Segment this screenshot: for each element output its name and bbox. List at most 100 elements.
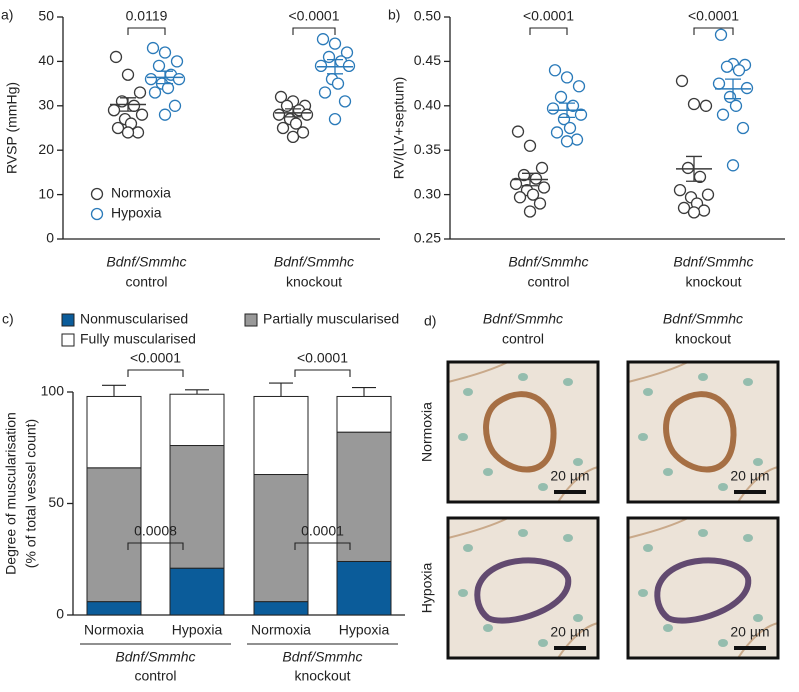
data-point (673, 184, 687, 197)
nucleus (638, 589, 648, 597)
error-bar (686, 155, 702, 182)
column-label: knockout (675, 331, 731, 347)
nucleus (743, 534, 753, 542)
data-point (300, 108, 314, 121)
data-point (675, 74, 689, 88)
y-tick-label: 0 (56, 606, 64, 622)
data-point (699, 99, 713, 112)
data-point (158, 46, 172, 59)
micrograph: 20 µm (446, 360, 600, 504)
data-point (560, 135, 574, 148)
panel-label: c) (2, 311, 14, 327)
error-bar (269, 382, 293, 397)
nucleus (563, 534, 573, 542)
data-point (526, 188, 540, 201)
legend-label: Partially muscularised (263, 311, 399, 327)
data-point (720, 60, 734, 73)
scale-bar (554, 490, 586, 494)
nucleus (458, 433, 468, 441)
scale-bar-label: 20 µm (550, 624, 589, 640)
micrograph-frame (626, 360, 780, 504)
nucleus (458, 589, 468, 597)
data-point (168, 99, 182, 112)
data-point (322, 50, 336, 64)
data-point (318, 86, 332, 99)
y-tick-label: 40 (38, 52, 54, 68)
data-point (509, 177, 523, 191)
micrograph-frame (626, 516, 780, 660)
data-point (732, 64, 746, 77)
data-point (570, 133, 584, 146)
data-point (342, 59, 356, 72)
y-tick-label: 0.40 (414, 97, 441, 113)
panel-label: a) (1, 7, 13, 23)
data-point (280, 99, 294, 112)
nucleus (718, 639, 728, 647)
micrograph: 20 µm (626, 516, 780, 660)
bar-segment (253, 395, 309, 476)
bar-segment (86, 467, 142, 603)
nucleus (663, 468, 673, 476)
y-tick-label: 50 (48, 494, 64, 510)
bar-segment (169, 393, 225, 447)
data-point (338, 95, 352, 108)
nucleus (463, 544, 473, 552)
nucleus (743, 378, 753, 386)
error-bar (157, 70, 173, 85)
y-tick-label: 0.45 (414, 52, 441, 68)
micrograph-frame (446, 516, 600, 660)
x-group-prefix: Bdnf/Smmhc (274, 254, 354, 270)
data-point (276, 121, 290, 135)
scale-bar (734, 490, 766, 494)
x-group-prefix: Bdnf/Smmhc (282, 649, 362, 665)
legend-label: Fully muscularised (80, 331, 196, 347)
significance-bracket (294, 542, 351, 550)
legend-swatch (61, 333, 75, 347)
data-point (135, 108, 149, 121)
nucleus (753, 614, 763, 622)
panel-label: b) (388, 7, 400, 23)
y-axis-label: Degree of muscularisation (3, 412, 19, 575)
x-tick-label: Hypoxia (172, 622, 223, 638)
error-bar (327, 58, 343, 75)
x-tick-label: control (125, 274, 167, 290)
nucleus (753, 458, 763, 466)
significance-bracket (292, 27, 336, 35)
data-point (681, 161, 695, 175)
data-point (328, 112, 342, 126)
data-point (107, 104, 121, 117)
data-point (572, 80, 586, 93)
data-point (340, 46, 354, 59)
significance-bracket (693, 27, 734, 35)
error-bar (522, 172, 538, 187)
data-point (697, 204, 711, 217)
tissue-strand (447, 517, 599, 659)
data-point (161, 81, 175, 95)
tissue-strand (627, 361, 779, 503)
data-point (289, 117, 303, 130)
y-axis-label: RV/(LV+septum) (391, 77, 407, 180)
x-group-label: control (134, 668, 176, 684)
data-point (554, 90, 568, 104)
tissue-strand (627, 517, 779, 659)
nucleus (538, 639, 548, 647)
data-point (146, 41, 160, 55)
x-tick-label: knockout (286, 274, 342, 290)
row-label: Hypoxia (419, 563, 435, 614)
scale-bar (734, 646, 766, 650)
bar-segment (336, 560, 392, 616)
vessel-wall (474, 557, 572, 624)
legend-swatch (61, 313, 75, 327)
significance-label: 0.0008 (134, 523, 177, 539)
y-tick-label: 0 (46, 230, 54, 246)
micrograph-background (448, 362, 598, 502)
micrograph-frame (446, 360, 600, 504)
error-bar (185, 389, 209, 395)
bar-segment (336, 395, 392, 433)
significance-bracket (127, 27, 166, 35)
x-group-prefix: Bdnf/Smmhc (508, 254, 588, 270)
data-point (109, 50, 123, 64)
x-tick-label: Hypoxia (339, 622, 390, 638)
nucleus (698, 373, 708, 381)
data-point (144, 73, 158, 86)
